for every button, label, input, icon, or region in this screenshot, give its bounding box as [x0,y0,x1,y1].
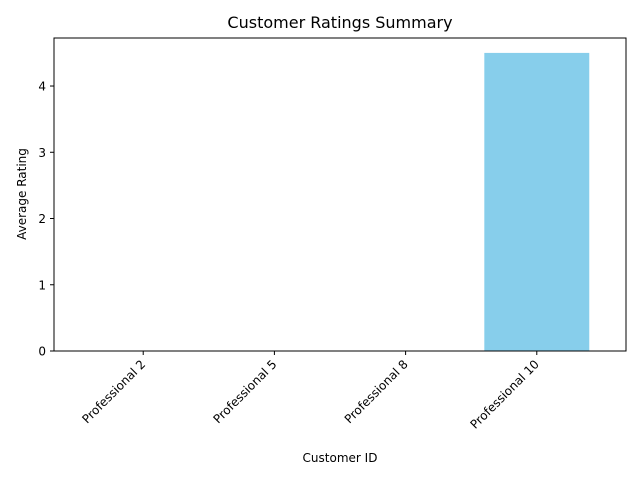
plot-frame [53,37,627,352]
chart-title: Customer Ratings Summary [227,13,452,32]
x-tick-label-professional-10: Professional 10 [468,357,542,431]
x-tick-label-professional-2: Professional 2 [79,357,148,426]
y-tick-label-4: 4 [38,80,46,94]
y-axis: 0 1 2 3 4 [38,80,54,359]
bars-group [484,52,590,352]
y-tick-label-1: 1 [38,278,46,292]
x-axis: Professional 2 Professional 5 Professional… [79,351,542,432]
bar-professional-10 [484,52,590,352]
x-tick-label-professional-5: Professional 5 [211,357,280,426]
y-axis-label: Average Rating [15,148,29,240]
x-axis-label: Customer ID [303,451,378,465]
y-tick-label-0: 0 [38,345,46,359]
y-tick-label-2: 2 [38,212,46,226]
y-tick-label-3: 3 [38,146,46,160]
x-tick-label-professional-8: Professional 8 [342,357,411,426]
